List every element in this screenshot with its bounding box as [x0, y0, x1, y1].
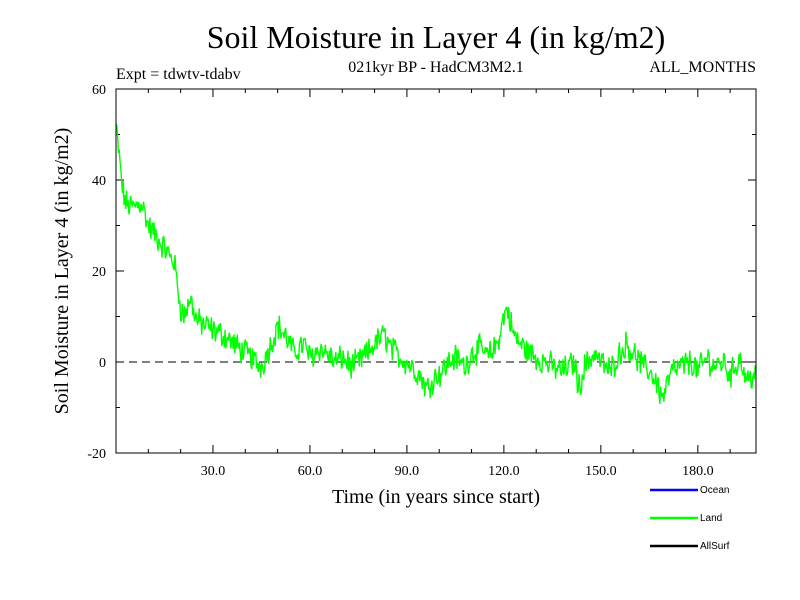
chart-title: Soil Moisture in Layer 4 (in kg/m2) [207, 19, 666, 55]
plot-frame [115, 88, 757, 454]
y-tick-label: 40 [92, 174, 106, 189]
x-tick-label: 150.0 [585, 464, 617, 479]
legend-label-allsurf: AllSurf [700, 541, 730, 552]
legend: Ocean Land AllSurf [650, 485, 730, 552]
legend-label-ocean: Ocean [700, 485, 729, 496]
y-tick-label: 60 [92, 83, 106, 98]
months-label: ALL_MONTHS [649, 59, 756, 76]
plot-area: 30.0 60.0 90.0 120.0 150.0 180.0 -20 0 20 40 60 [87, 83, 757, 479]
legend-label-land: Land [700, 513, 722, 524]
x-tick-label: 120.0 [488, 464, 520, 479]
x-tick-label: 90.0 [395, 464, 420, 479]
x-axis-label: Time (in years since start) [332, 486, 540, 508]
series-line-land [115, 123, 757, 404]
y-tick-label: -20 [87, 447, 106, 462]
x-tick-label: 30.0 [201, 464, 226, 479]
y-axis-label: Soil Moisture in Layer 4 (in kg/m2) [51, 128, 73, 415]
experiment-label: Expt = tdwtv-tdabv [116, 66, 241, 83]
run-label: 021kyr BP - HadCM3M2.1 [348, 59, 523, 76]
x-tick-label: 60.0 [298, 464, 323, 479]
y-tick-label: 0 [99, 356, 106, 371]
x-tick-label: 180.0 [682, 464, 714, 479]
y-tick-label: 20 [92, 265, 106, 280]
